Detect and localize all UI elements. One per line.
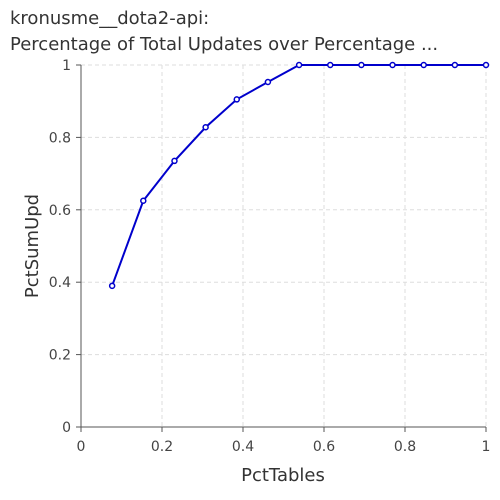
chart-title-line-2: Percentage of Total Updates over Percent… <box>10 34 439 55</box>
y-tick-label: 0 <box>62 420 71 436</box>
y-tick-label: 0.4 <box>49 275 71 291</box>
data-point <box>108 282 116 290</box>
data-point <box>295 61 303 69</box>
data-point <box>482 61 490 69</box>
y-tick-label: 0.8 <box>49 130 71 146</box>
y-tick-label: 0.6 <box>49 203 71 219</box>
y-tick-label: 0.2 <box>49 348 71 364</box>
data-point <box>420 61 427 69</box>
y-tick-label: 1 <box>62 58 71 74</box>
data-point <box>358 61 365 69</box>
data-point <box>264 78 272 86</box>
y-axis-label: PctSumUpd <box>22 194 43 298</box>
x-tick-label: 0.4 <box>232 439 254 455</box>
chart-title-line-1: kronusme__dota2-api: <box>10 8 210 29</box>
x-tick-label: 0 <box>77 439 86 455</box>
x-tick-label: 1 <box>482 439 491 455</box>
data-point <box>171 157 178 165</box>
data-point <box>451 61 459 69</box>
x-tick-label: 0.6 <box>313 439 335 455</box>
data-point <box>326 61 334 69</box>
x-tick-label: 0.2 <box>151 439 173 455</box>
data-point <box>202 124 209 131</box>
data-point <box>233 96 241 103</box>
axes <box>76 64 487 432</box>
data-point <box>389 61 396 69</box>
tick-labels: 0 0.2 0.4 0.6 0.8 1 0 0.2 0.4 0.6 0.8 1 <box>49 58 491 455</box>
data-point <box>140 197 147 204</box>
x-tick-label: 0.8 <box>394 439 416 455</box>
grid-lines <box>80 64 487 428</box>
series-line <box>111 64 486 287</box>
series-layer <box>108 61 490 290</box>
x-axis-label: PctTables <box>241 465 325 486</box>
